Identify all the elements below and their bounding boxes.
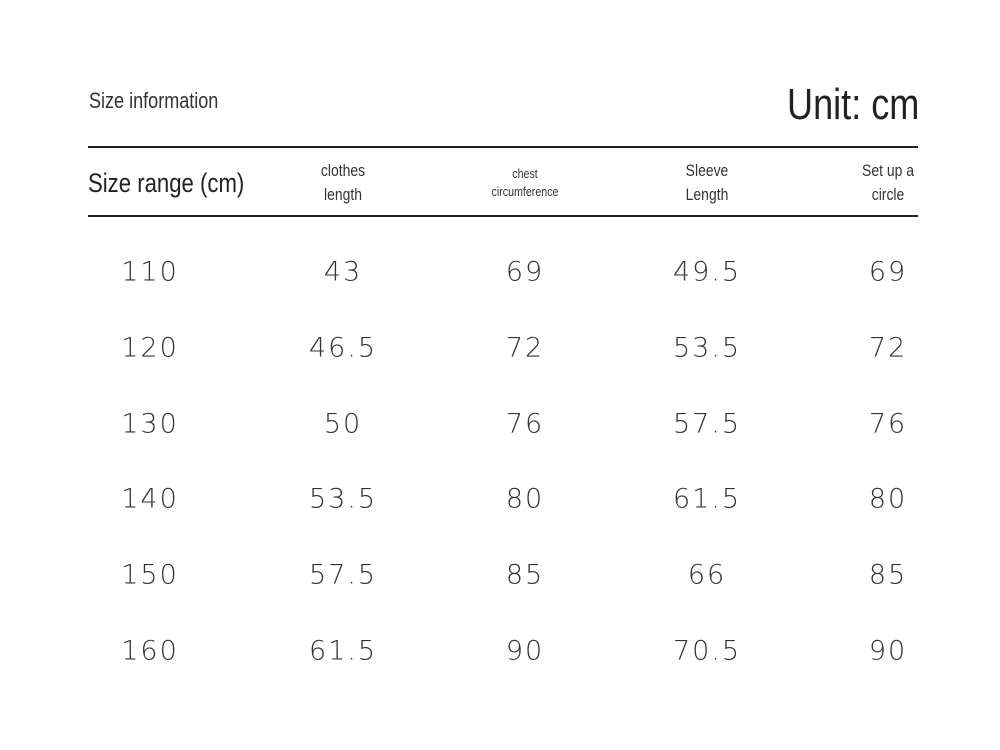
header-text: circle xyxy=(871,185,905,204)
header-text: Length xyxy=(685,185,729,204)
cell: 90 xyxy=(505,635,545,667)
cell: 150 xyxy=(121,559,179,591)
cell: 50 xyxy=(323,408,363,440)
header-text: chest xyxy=(512,166,538,181)
cell: 53.5 xyxy=(672,332,742,364)
header-text: Set up a xyxy=(862,161,914,180)
cell: 76 xyxy=(868,408,908,440)
rule-header xyxy=(88,215,918,217)
cell: 46.5 xyxy=(308,332,378,364)
cell: 85 xyxy=(505,559,545,591)
cell: 70.5 xyxy=(672,635,742,667)
cell: 53.5 xyxy=(308,483,378,515)
cell: 72 xyxy=(868,332,908,364)
cell: 80 xyxy=(868,483,908,515)
cell: 90 xyxy=(868,635,908,667)
cell: 110 xyxy=(121,256,179,288)
cell: 69 xyxy=(868,256,908,288)
header-text: clothes xyxy=(320,161,366,180)
cell: 76 xyxy=(505,408,545,440)
cell: 130 xyxy=(121,408,179,440)
cell: 66 xyxy=(687,559,727,591)
cell: 43 xyxy=(323,256,363,288)
cell: 120 xyxy=(121,332,179,364)
cell: 57.5 xyxy=(672,408,742,440)
header-cell: clothes length xyxy=(321,159,365,207)
cell: 57.5 xyxy=(308,559,378,591)
cell: 140 xyxy=(121,483,179,515)
header-cell: Size range (cm) xyxy=(88,168,244,198)
cell: 49.5 xyxy=(672,256,742,288)
cell: 72 xyxy=(505,332,545,364)
unit: Unit: cm xyxy=(786,80,919,129)
header-cell: Set up a circle xyxy=(862,159,914,207)
cell: 61.5 xyxy=(672,483,742,515)
header-text: length xyxy=(323,185,362,204)
title: Size information xyxy=(89,88,219,113)
cell: 80 xyxy=(505,483,545,515)
cell: 160 xyxy=(121,635,179,667)
header-text: Sleeve xyxy=(685,161,729,180)
rule-top xyxy=(88,146,918,148)
cell: 69 xyxy=(505,256,545,288)
header-cell: chest circumference xyxy=(492,165,559,201)
header-cell: Sleeve Length xyxy=(686,159,729,207)
header-text: circumference xyxy=(491,184,559,199)
header-text: Size range (cm) xyxy=(88,168,245,198)
cell: 61.5 xyxy=(308,635,378,667)
cell: 85 xyxy=(868,559,908,591)
